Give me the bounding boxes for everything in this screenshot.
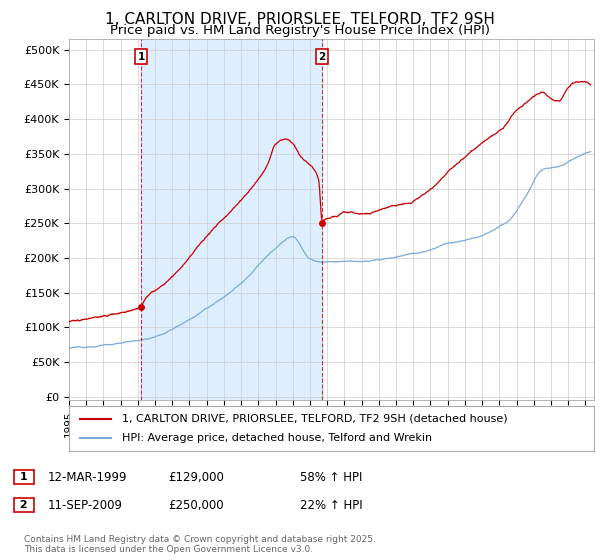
- Text: £129,000: £129,000: [168, 470, 224, 484]
- Bar: [141, 39, 322, 400]
- Text: 11-SEP-2009: 11-SEP-2009: [48, 498, 123, 512]
- Text: 1: 1: [137, 52, 145, 62]
- Text: 1, CARLTON DRIVE, PRIORSLEE, TELFORD, TF2 9SH: 1, CARLTON DRIVE, PRIORSLEE, TELFORD, TF…: [105, 12, 495, 27]
- Text: 2: 2: [318, 52, 325, 62]
- Text: 2: 2: [16, 500, 32, 510]
- Text: 12-MAR-1999: 12-MAR-1999: [48, 470, 128, 484]
- Text: Price paid vs. HM Land Registry's House Price Index (HPI): Price paid vs. HM Land Registry's House …: [110, 24, 490, 36]
- Text: 58% ↑ HPI: 58% ↑ HPI: [300, 470, 362, 484]
- Text: 1: 1: [16, 472, 32, 482]
- Text: HPI: Average price, detached house, Telford and Wrekin: HPI: Average price, detached house, Telf…: [121, 433, 431, 444]
- Text: 1, CARLTON DRIVE, PRIORSLEE, TELFORD, TF2 9SH (detached house): 1, CARLTON DRIVE, PRIORSLEE, TELFORD, TF…: [121, 413, 507, 423]
- Text: Contains HM Land Registry data © Crown copyright and database right 2025.
This d: Contains HM Land Registry data © Crown c…: [24, 535, 376, 554]
- Text: £250,000: £250,000: [168, 498, 224, 512]
- Text: 22% ↑ HPI: 22% ↑ HPI: [300, 498, 362, 512]
